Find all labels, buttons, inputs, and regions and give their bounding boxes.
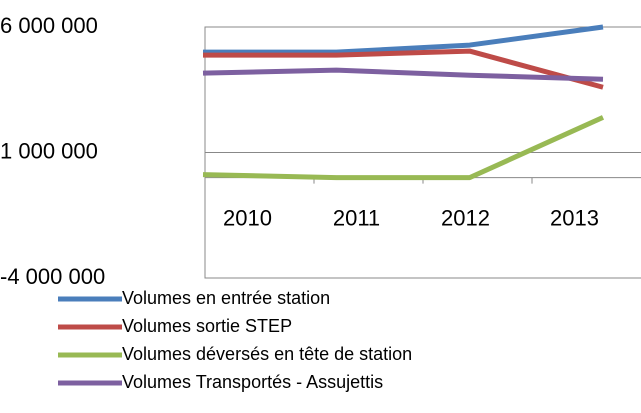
legend-label: Volumes sortie STEP (122, 316, 292, 336)
x-tick-label: 2012 (441, 205, 490, 230)
y-tick-label: -4 000 000 (0, 264, 105, 289)
y-tick-label: 6 000 000 (0, 13, 98, 38)
legend-label: Volumes Transportés - Assujettis (122, 372, 383, 392)
series-line (203, 24, 604, 55)
legend-label: Volumes déversés en tête de station (122, 344, 412, 364)
series-line (203, 48, 604, 90)
x-tick-label: 2010 (223, 205, 272, 230)
series-line (202, 67, 604, 82)
x-tick-label: 2011 (333, 205, 380, 230)
series-line (202, 115, 605, 181)
legend-label: Volumes en entrée station (122, 288, 330, 308)
x-tick-label: 2013 (550, 205, 599, 230)
y-tick-label: 1 000 000 (0, 138, 98, 163)
